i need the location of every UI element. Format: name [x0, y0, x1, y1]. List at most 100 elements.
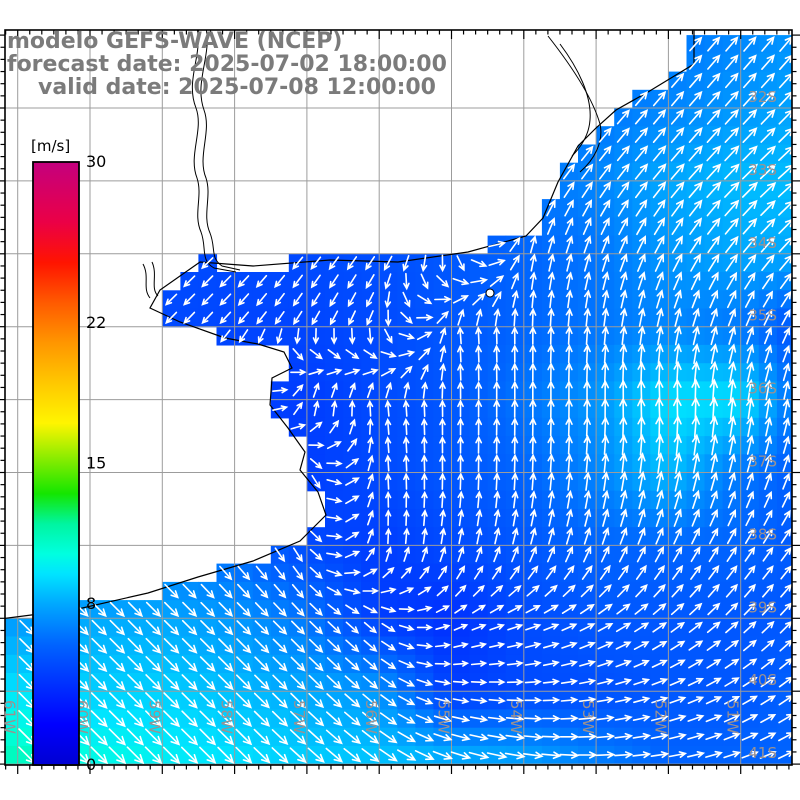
direction-arrow — [692, 325, 700, 346]
direction-arrow — [399, 587, 415, 595]
direction-arrow — [601, 307, 610, 327]
direction-arrow — [145, 710, 162, 728]
direction-arrow — [760, 127, 776, 143]
direction-arrow — [670, 145, 685, 162]
direction-arrow — [619, 325, 628, 346]
direction-arrow — [542, 678, 560, 686]
direction-arrow — [762, 583, 774, 598]
direction-arrow — [725, 583, 738, 598]
direction-arrow — [400, 311, 413, 324]
direction-arrow — [219, 565, 233, 581]
direction-arrow — [398, 642, 415, 650]
direction-arrow — [580, 584, 594, 598]
direction-arrow — [547, 325, 555, 345]
direction-arrow — [328, 256, 340, 271]
direction-arrow — [601, 471, 610, 492]
direction-arrow — [525, 623, 542, 631]
direction-arrow — [347, 292, 357, 308]
direction-arrow — [673, 271, 683, 291]
direction-arrow — [602, 508, 610, 527]
direction-arrow — [744, 527, 755, 544]
direction-arrow — [309, 620, 324, 635]
direction-arrow — [743, 253, 757, 272]
direction-arrow — [583, 343, 591, 364]
direction-arrow — [475, 472, 483, 491]
direction-arrow — [691, 433, 700, 456]
direction-arrow — [457, 362, 464, 381]
direction-arrow — [489, 642, 506, 649]
direction-arrow — [493, 326, 501, 345]
direction-arrow — [617, 564, 629, 580]
coastline — [5, 30, 695, 619]
direction-arrow — [451, 733, 471, 742]
direction-arrow — [511, 471, 519, 491]
direction-arrow — [310, 530, 323, 543]
direction-arrow — [183, 275, 196, 288]
lon-label: 56W — [362, 700, 380, 734]
direction-arrow — [580, 145, 594, 162]
direction-arrow — [762, 528, 773, 544]
direction-arrow — [728, 434, 737, 456]
direction-arrow — [724, 639, 740, 652]
direction-arrow — [470, 259, 488, 268]
direction-arrow — [272, 656, 288, 672]
direction-arrow — [762, 290, 773, 308]
direction-arrow — [331, 399, 338, 417]
direction-arrow — [454, 604, 468, 614]
direction-arrow — [162, 746, 181, 764]
direction-arrow — [272, 674, 288, 691]
direction-arrow — [778, 713, 792, 724]
direction-arrow — [688, 659, 704, 669]
direction-arrow — [746, 397, 755, 420]
direction-arrow — [688, 163, 704, 180]
direction-arrow — [236, 674, 252, 691]
direction-arrow — [509, 565, 521, 580]
direction-arrow — [635, 583, 648, 598]
direction-arrow — [669, 678, 687, 686]
direction-arrow — [91, 619, 108, 636]
direction-arrow — [669, 732, 687, 740]
direction-arrow — [564, 217, 574, 235]
direction-arrow — [746, 378, 755, 402]
direction-arrow — [668, 751, 688, 758]
direction-arrow — [308, 442, 325, 449]
direction-arrow — [183, 311, 196, 325]
direction-arrow — [439, 381, 446, 399]
direction-arrow — [505, 715, 525, 723]
direction-arrow — [181, 674, 198, 691]
direction-arrow — [385, 509, 392, 526]
direction-arrow — [473, 565, 484, 580]
direction-arrow — [488, 697, 506, 704]
lon-label: 54W — [507, 700, 525, 734]
direction-arrow — [760, 695, 777, 706]
direction-arrow — [547, 490, 555, 509]
direction-arrow — [618, 235, 628, 254]
direction-arrow — [710, 452, 718, 474]
direction-arrow — [778, 127, 792, 143]
direction-arrow — [579, 603, 595, 615]
direction-arrow — [511, 307, 519, 327]
lat-label: 33S — [748, 161, 777, 179]
direction-arrow — [583, 361, 591, 382]
direction-arrow — [778, 91, 792, 107]
direction-arrow — [199, 728, 217, 746]
direction-arrow — [673, 289, 682, 309]
direction-arrow — [723, 750, 741, 759]
direction-arrow — [452, 277, 470, 286]
direction-arrow — [727, 289, 737, 309]
direction-arrow — [367, 436, 374, 454]
direction-arrow — [326, 497, 343, 504]
direction-arrow — [761, 54, 775, 70]
direction-arrow — [416, 661, 434, 668]
direction-arrow — [707, 583, 720, 598]
direction-arrow — [309, 602, 323, 617]
direction-arrow — [673, 433, 682, 456]
direction-arrow — [688, 90, 703, 107]
direction-arrow — [778, 218, 792, 235]
direction-arrow — [326, 460, 343, 467]
direction-arrow — [671, 583, 684, 598]
direction-arrow — [403, 381, 410, 399]
direction-arrow — [637, 452, 646, 474]
direction-arrow — [725, 253, 738, 272]
direction-arrow — [402, 417, 410, 436]
